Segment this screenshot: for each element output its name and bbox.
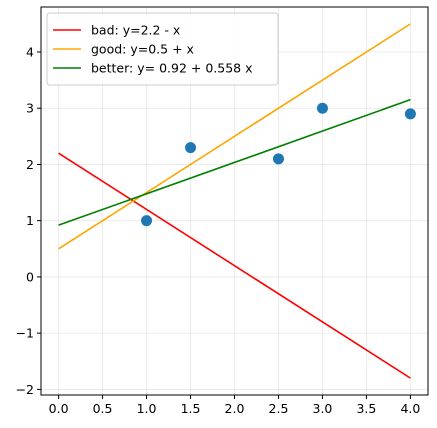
y-tick-label: 2	[26, 157, 34, 172]
x-tick-label: 0.0	[49, 401, 69, 416]
series-line	[58, 152, 411, 379]
data-points	[141, 102, 416, 227]
x-tick-label: 1.5	[181, 401, 201, 416]
x-tick-label: 4.0	[400, 401, 420, 416]
y-tick-label: −1	[16, 326, 34, 341]
data-point	[141, 215, 153, 227]
y-tick-label: 4	[26, 44, 34, 59]
y-axis: −2 −1 0 1 2 3 4	[16, 44, 41, 397]
x-tick-label: 1.0	[137, 401, 157, 416]
series-line	[58, 98, 411, 226]
x-tick-label: 2.5	[269, 401, 289, 416]
legend-label: bad: y=2.2 - x	[91, 23, 180, 38]
series-line	[58, 23, 411, 250]
x-tick-label: 0.5	[93, 401, 113, 416]
data-point	[272, 153, 284, 165]
fit-lines	[58, 23, 411, 379]
legend-label: better: y= 0.92 + 0.558 x	[91, 61, 252, 76]
data-point	[316, 102, 328, 114]
legend-label: good: y=0.5 + x	[91, 42, 194, 57]
x-tick-label: 2.0	[225, 401, 245, 416]
legend-box	[46, 12, 279, 86]
x-tick-label: 3.5	[356, 401, 376, 416]
y-tick-label: −2	[16, 382, 34, 397]
legend: bad: y=2.2 - x good: y=0.5 + x better: y= …	[46, 12, 279, 86]
x-axis: 0.0 0.5 1.0 1.5 2.0 2.5 3.0 3.5 4.0	[49, 395, 420, 416]
y-tick-label: 1	[26, 213, 34, 228]
y-tick-label: 3	[26, 101, 34, 116]
data-point	[185, 142, 197, 154]
y-tick-label: 0	[26, 269, 34, 284]
data-point	[404, 108, 416, 120]
x-tick-label: 3.0	[313, 401, 333, 416]
